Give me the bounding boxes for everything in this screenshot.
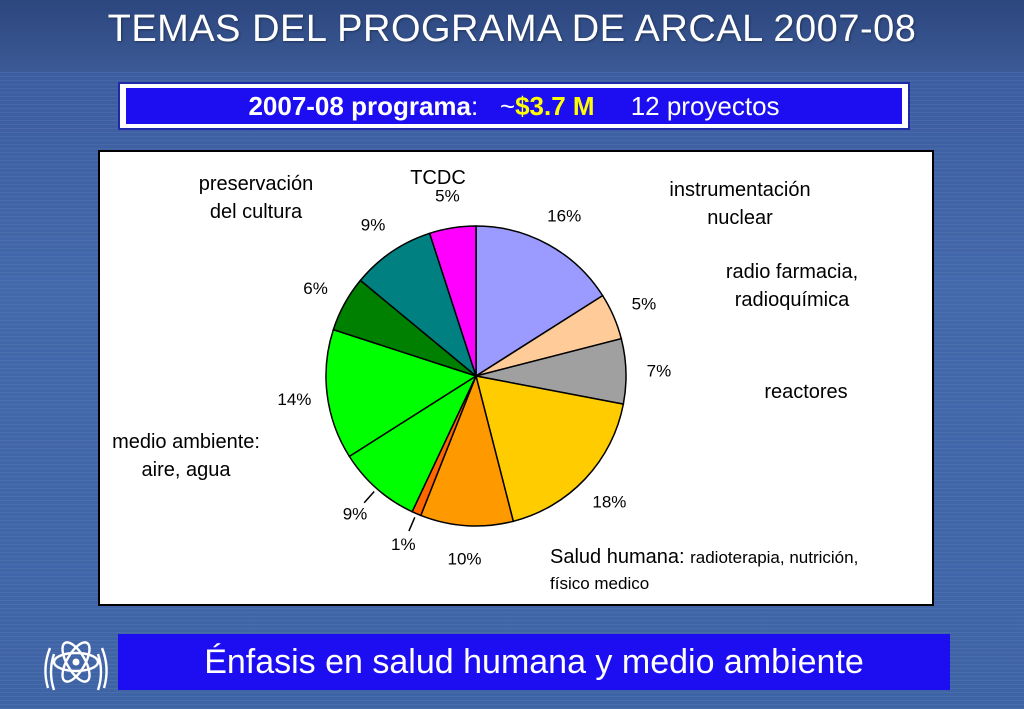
label-radio-line2: radioquímica [734, 289, 850, 311]
label-medio-line1: medio ambiente: [112, 431, 260, 453]
label-medio-ambiente: medio ambiente: aire, agua [94, 428, 278, 484]
pie-label-6: 1% [391, 535, 416, 554]
program-banner: 2007-08 programa: ~ $3.7 M 12 proyectos [118, 82, 910, 130]
iaea-logo-icon [44, 641, 108, 691]
label-preservacion-line1: preservación [198, 173, 314, 195]
pie-leader-7 [363, 491, 375, 504]
pie-slice-1 [475, 225, 604, 378]
pie-label-1: 16% [547, 207, 581, 226]
title-band [0, 0, 1024, 72]
label-salud-main: Salud humana: [550, 546, 691, 568]
label-medio-line2: aire, agua [141, 459, 231, 481]
pie-slice-8 [325, 328, 478, 458]
pie-slice-11 [428, 225, 477, 377]
label-reactores: reactores [764, 381, 848, 403]
pie-label-10: 9% [361, 216, 386, 235]
banner-colon: : ~ [471, 90, 516, 121]
pie-slice-5 [419, 373, 515, 527]
label-salud-humana: Salud humana: radioterapia, nutrición, f… [550, 544, 934, 597]
pie-label-11: 5% [435, 186, 460, 205]
banner-projects: 12 proyectos [594, 90, 780, 121]
label-instrumentacion: instrumentación nuclear [636, 176, 844, 232]
pie-label-5: 10% [447, 550, 481, 569]
pie-label-3: 7% [647, 361, 672, 380]
pie-leader-6 [408, 517, 416, 532]
label-preservacion: preservación del cultura [172, 170, 340, 226]
pie-slice-4 [474, 375, 625, 523]
label-instrumentacion-line2: nuclear [707, 207, 773, 229]
pie-label-4: 18% [592, 492, 626, 511]
slide-title: TEMAS DEL PROGRAMA DE ARCAL 2007-08 [107, 8, 917, 50]
pie-chart: 16% 5% 7% 18% 10% 1% 9% 14% 6% 9% 5% [277, 186, 672, 569]
label-tcdc: TCDC [410, 167, 466, 189]
emphasis-banner: Énfasis en salud humana y medio ambiente [118, 634, 950, 690]
pie-slice-10 [359, 232, 478, 379]
label-salud-line2: físico medico [550, 574, 650, 593]
program-banner-text: 2007-08 programa: ~ $3.7 M 12 proyectos [126, 88, 902, 124]
banner-program: 2007-08 programa [248, 90, 471, 121]
label-radio-line1: radio farmacia, [725, 261, 859, 283]
banner-amount: $3.7 M [515, 90, 595, 121]
pie-label-7: 9% [343, 504, 368, 523]
pie-label-2: 5% [632, 294, 657, 313]
label-radio: radio farmacia, radioquímica [692, 258, 892, 314]
pie-label-8: 14% [277, 390, 311, 409]
pie-label-9: 6% [303, 279, 328, 298]
label-instrumentacion-line1: instrumentación [669, 179, 811, 201]
label-salud-detail: radioterapia, nutrición, [690, 548, 859, 567]
pie-chart-panel: 16% 5% 7% 18% 10% 1% 9% 14% 6% 9% 5% preservación … [98, 150, 934, 606]
label-preservacion-line2: del cultura [209, 201, 303, 223]
pie-slice-7 [348, 373, 478, 513]
label-salud-line1: Salud humana: radioterapia, nutrición, [550, 544, 934, 571]
